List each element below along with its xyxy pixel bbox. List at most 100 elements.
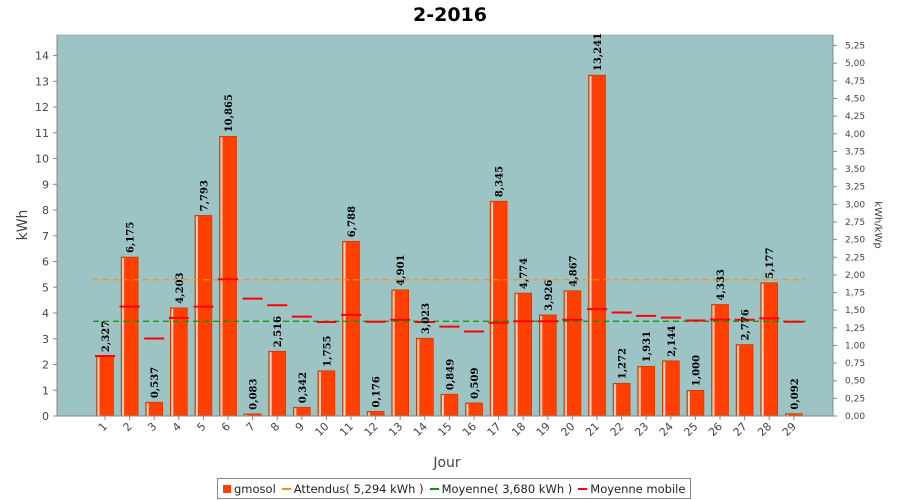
bar-highlight <box>195 216 198 416</box>
x-tick-label: 12 <box>362 420 381 439</box>
bar-highlight <box>343 242 346 416</box>
bar-highlight <box>97 357 100 416</box>
y-right-tick-label: 5,00 <box>845 59 865 69</box>
y-tick-label: 7 <box>42 230 49 243</box>
y-tick-label: 13 <box>35 75 49 88</box>
x-tick-label: 4 <box>170 420 184 434</box>
bar-highlight <box>737 345 740 416</box>
legend-label: Moyenne( 3,680 kWh ) <box>441 481 573 496</box>
bar-series <box>96 74 803 417</box>
data-label: 0,092 <box>790 378 801 409</box>
y-right-tick-label: 0,25 <box>845 394 865 404</box>
x-tick-label: 14 <box>411 420 430 439</box>
data-label: 4,203 <box>175 272 186 303</box>
x-tick-label: 28 <box>755 420 774 439</box>
x-tick-label: 16 <box>460 420 479 439</box>
data-label: 0,509 <box>470 368 481 399</box>
x-tick-label: 19 <box>534 420 553 439</box>
y-right-tick-label: 4,25 <box>845 112 865 122</box>
legend-swatch <box>223 484 231 493</box>
x-tick-label: 13 <box>386 420 405 439</box>
legend-item-gmosol: gmosol <box>223 482 276 496</box>
y-axis-title: kWh <box>15 210 31 241</box>
data-label: 0,537 <box>150 367 161 398</box>
y-tick-label: 10 <box>35 153 49 166</box>
data-label: 4,901 <box>396 255 407 286</box>
x-tick-label: 17 <box>485 420 504 439</box>
data-label: 2,144 <box>667 325 678 356</box>
legend-label: Moyenne mobile <box>590 481 686 496</box>
legend-label: Attendus( 5,294 kWh ) <box>293 481 424 496</box>
legend-item-moyenne: Moyenne( 3,680 kWh ) <box>429 481 573 496</box>
y-right-tick-label: 1,75 <box>845 289 865 299</box>
data-label: 2,516 <box>273 316 284 347</box>
bar-highlight <box>589 76 592 416</box>
legend: gmosol Attendus( 5,294 kWh ) Moyenne( 3,… <box>217 478 692 499</box>
bar-highlight <box>786 414 789 416</box>
data-label: 10,865 <box>224 94 235 132</box>
legend-swatch <box>429 487 439 490</box>
x-tick-label: 26 <box>706 420 725 439</box>
y-right-tick-label: 2,75 <box>845 218 865 228</box>
x-tick-label: 24 <box>657 420 676 439</box>
y-tick-label: 2 <box>42 359 49 372</box>
x-tick-label: 22 <box>608 420 627 439</box>
data-label: 1,931 <box>642 331 653 362</box>
bar-highlight <box>466 403 469 416</box>
bar-highlight <box>171 308 174 416</box>
bar-highlight <box>318 371 321 416</box>
data-label: 0,176 <box>372 376 383 407</box>
data-label: 1,755 <box>322 335 333 366</box>
y-right-tick-label: 0,00 <box>845 412 865 422</box>
data-label: 13,241 <box>593 33 604 71</box>
legend-label: gmosol <box>234 481 276 496</box>
bar-highlight <box>417 339 420 416</box>
y-tick-label: 5 <box>42 281 49 294</box>
data-label: 1,000 <box>691 355 702 386</box>
y-right-tick-label: 1,25 <box>845 324 865 334</box>
data-labels: 2,327 6,175 0,537 4,203 7,793 10,865 0,083 2,51… <box>101 33 801 410</box>
y-right-tick-label: 5,25 <box>845 42 865 52</box>
data-label: 2,327 <box>101 321 112 352</box>
legend-swatch <box>578 487 588 490</box>
x-tick-label: 21 <box>583 420 602 439</box>
x-tick-label: 18 <box>509 420 528 439</box>
y-tick-label: 14 <box>35 50 49 63</box>
data-label: 5,177 <box>765 247 776 278</box>
y-right-tick-label: 2,00 <box>845 271 865 281</box>
y-right-tick-label: 0,50 <box>845 377 865 387</box>
data-label: 0,342 <box>298 372 309 403</box>
data-label: 0,083 <box>249 379 260 410</box>
x-axis-title: Jour <box>432 455 461 471</box>
data-label: 3,926 <box>544 280 555 311</box>
y-tick-label: 8 <box>42 204 49 217</box>
data-label: 0,849 <box>445 359 456 390</box>
x-tick-label: 7 <box>244 420 258 434</box>
bar-highlight <box>146 403 149 416</box>
bar-highlight <box>491 202 494 416</box>
y-right-tick-label: 4,75 <box>845 77 865 87</box>
data-label: 8,345 <box>495 166 506 197</box>
y-right-tick-label: 1,00 <box>845 341 865 351</box>
x-tick-label: 15 <box>435 420 454 439</box>
x-tick-label: 20 <box>558 420 577 439</box>
y-tick-label: 6 <box>42 256 49 269</box>
x-tick-label: 27 <box>731 420 750 439</box>
data-label: 4,333 <box>716 269 727 300</box>
bar-highlight <box>220 137 223 416</box>
x-tick-label: 10 <box>312 420 331 439</box>
y-tick-label: 3 <box>42 333 49 346</box>
moving-average-series <box>95 278 804 358</box>
y-right-tick-label: 1,50 <box>845 306 865 316</box>
x-tick-label: 25 <box>681 420 700 439</box>
y-right-tick-label: 2,50 <box>845 236 865 246</box>
bar-highlight <box>441 395 444 416</box>
y-right-tick-label: 3,00 <box>845 200 865 210</box>
bar-highlight <box>638 367 641 416</box>
x-tick-label: 29 <box>780 420 799 439</box>
legend-item-moyenne-mobile: Moyenne mobile <box>578 482 685 496</box>
y-right-tick-label: 2,25 <box>845 253 865 263</box>
x-tick-label: 5 <box>194 420 208 434</box>
bar-highlight <box>269 352 272 416</box>
y-right-tick-label: 3,75 <box>845 147 865 157</box>
